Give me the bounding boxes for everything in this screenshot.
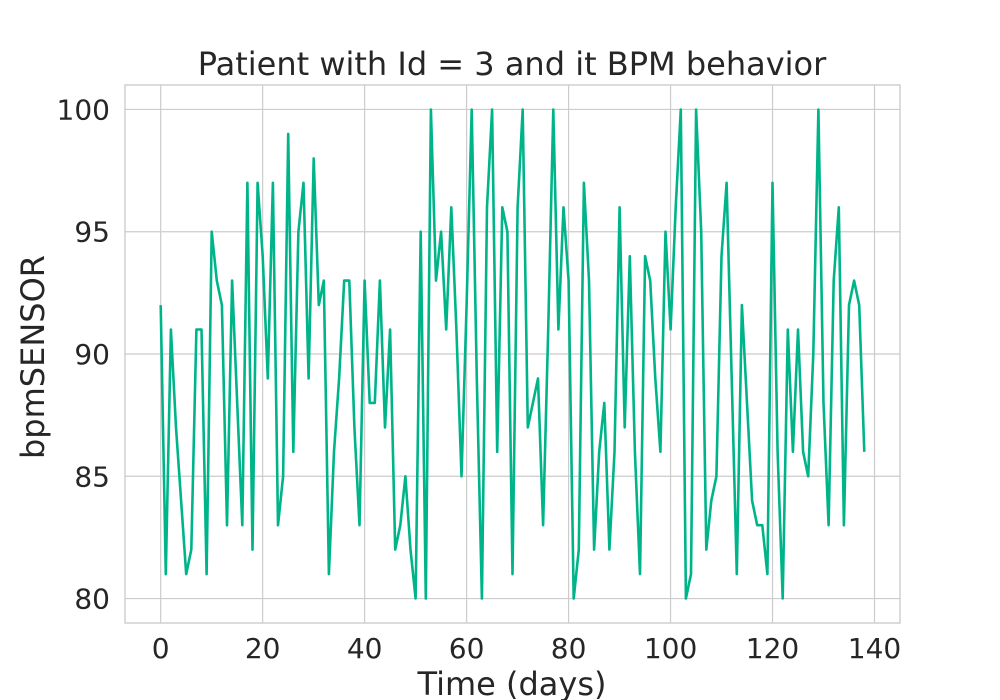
x-tick-label: 140 xyxy=(848,632,901,665)
y-tick-label: 90 xyxy=(74,338,110,371)
x-tick-labels: 0 20 40 60 80 100 120 140 xyxy=(152,632,901,665)
x-axis-label: Time (days) xyxy=(417,665,607,700)
y-tick-label: 95 xyxy=(74,216,110,249)
x-tick-label: 60 xyxy=(449,632,485,665)
x-tick-label: 80 xyxy=(551,632,587,665)
chart-title: Patient with Id = 3 and it BPM behavior xyxy=(198,45,827,83)
y-tick-label: 100 xyxy=(57,93,110,126)
y-axis-label: bpmSENSOR xyxy=(14,255,52,459)
y-tick-labels: 80 85 90 95 100 xyxy=(57,93,110,615)
x-tick-label: 0 xyxy=(152,632,170,665)
x-tick-label: 20 xyxy=(245,632,281,665)
y-tick-label: 80 xyxy=(74,583,110,616)
series-line xyxy=(159,108,866,600)
x-tick-label: 120 xyxy=(746,632,799,665)
plot-frame xyxy=(124,84,901,624)
x-tick-label: 40 xyxy=(347,632,383,665)
x-tick-label: 100 xyxy=(644,632,697,665)
y-tick-label: 85 xyxy=(74,460,110,493)
